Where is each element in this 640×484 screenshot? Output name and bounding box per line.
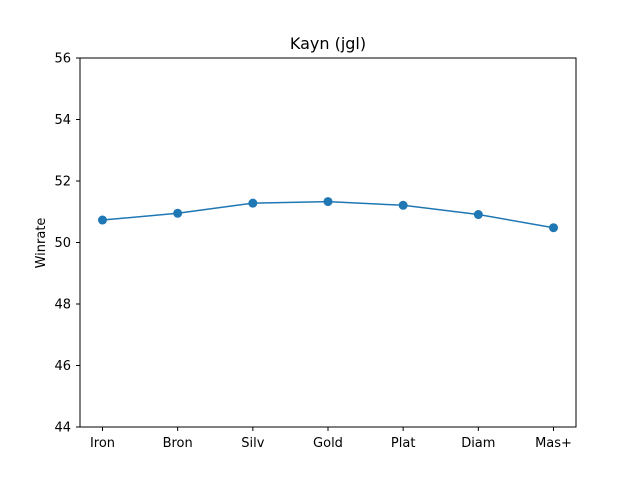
data-point: [323, 197, 333, 207]
x-axis-ticks: Iron Bron Silv Gold Plat Diam Mas+: [90, 427, 572, 451]
y-tick-label: 56: [54, 52, 71, 67]
data-point: [173, 208, 183, 218]
y-tick-label: 52: [54, 175, 71, 190]
x-tick-label: Mas+: [535, 436, 572, 451]
y-tick-label: 54: [54, 113, 71, 128]
plot-area-frame: [79, 57, 577, 428]
data-point: [398, 200, 408, 210]
data-point: [549, 223, 558, 233]
y-tick-label: 44: [54, 421, 71, 436]
y-axis-label: Winrate: [34, 218, 49, 269]
x-tick-label: Gold: [313, 436, 343, 451]
y-tick-label: 50: [54, 236, 71, 251]
series-group: [98, 197, 558, 233]
data-point: [248, 198, 258, 208]
x-tick-label: Bron: [163, 436, 193, 451]
y-tick-label: 46: [54, 359, 71, 374]
y-tick-label: 48: [54, 298, 71, 313]
y-axis-ticks: 44 46 48 50 52 54 56: [54, 52, 80, 436]
data-point: [98, 215, 107, 225]
x-tick-label: Diam: [461, 436, 495, 451]
chart-title: Kayn (jgl): [290, 34, 366, 53]
x-tick-label: Iron: [90, 436, 115, 451]
x-tick-label: Silv: [241, 436, 264, 451]
x-tick-label: Plat: [391, 436, 416, 451]
data-point: [473, 210, 483, 220]
